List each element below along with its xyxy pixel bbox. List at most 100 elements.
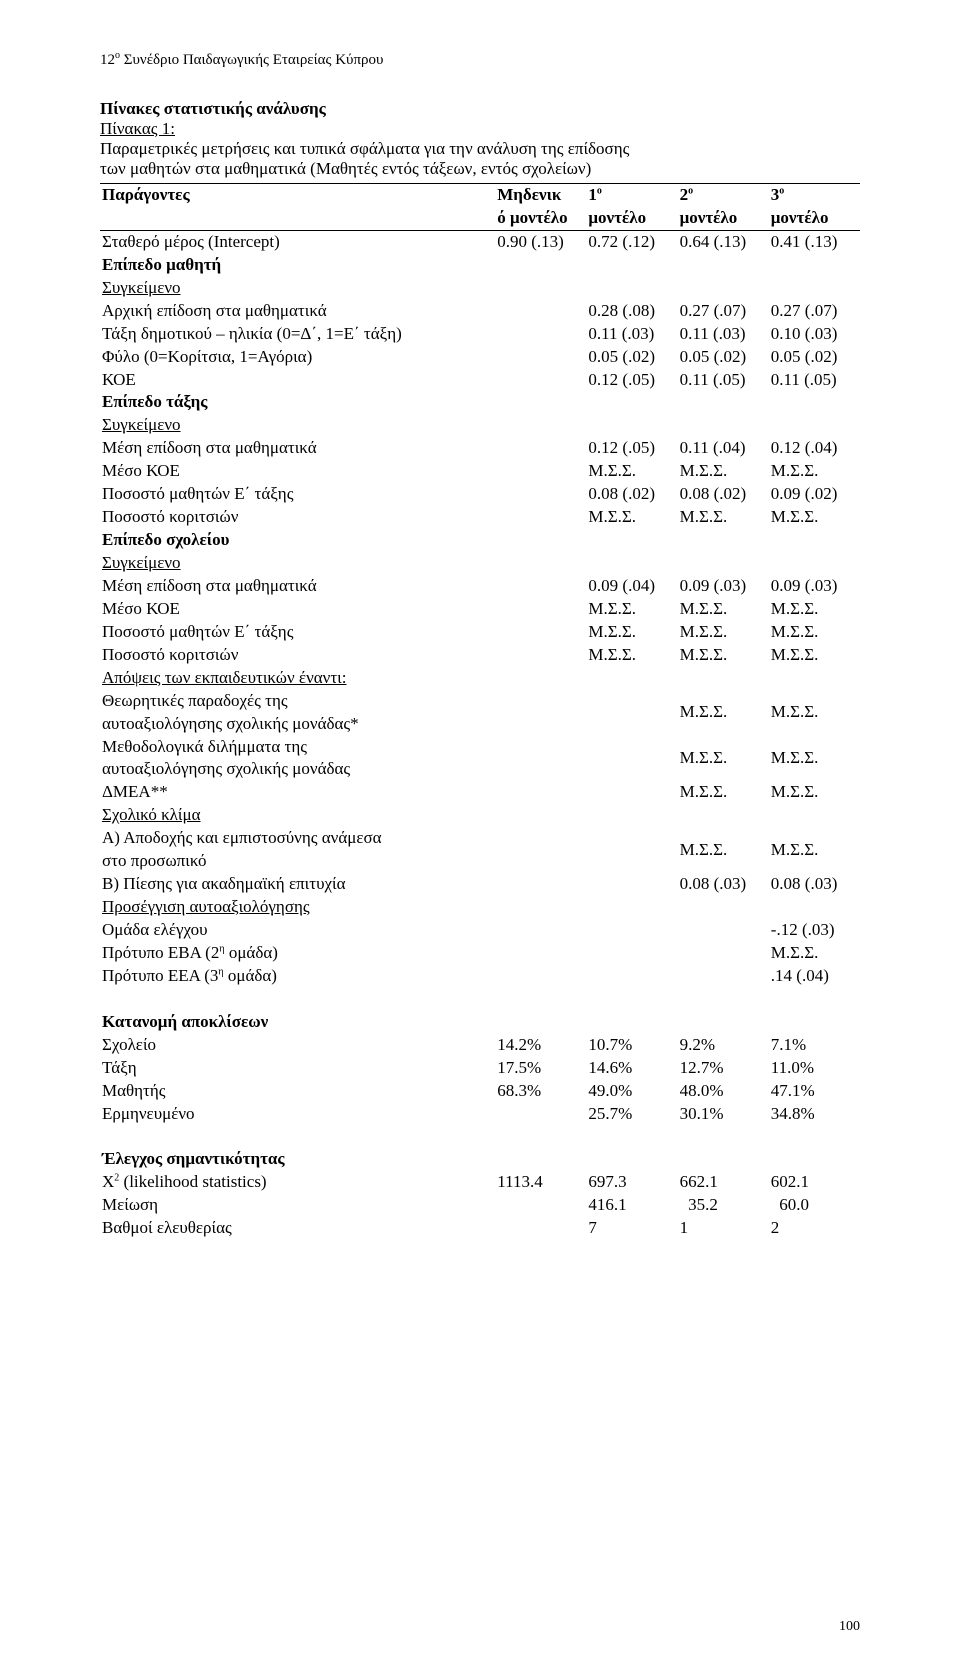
cell: 11.0% [769,1057,860,1080]
row-koe: ΚΟΕ 0.12 (.05) 0.11 (.05) 0.11 (.05) [100,369,860,392]
intro-block: Πίνακες στατιστικής ανάλυσης Πίνακας 1: … [100,99,860,179]
row-school-level: Επίπεδο σχολείου [100,529,860,552]
cell: 2 [769,1217,860,1240]
spacer [100,988,860,1011]
cell: 662.1 [678,1171,769,1194]
cell: 0.41 (.13) [769,230,860,253]
header-m1-l1: 1ο [586,184,677,207]
cell: Μ.Σ.Σ. [586,621,677,644]
cell: 12.7% [678,1057,769,1080]
label: Ποσοστό κοριτσιών [100,506,495,529]
label: Τάξη δημοτικού – ηλικία (0=Δ΄, 1=Ε΄ τάξη… [100,323,495,346]
cell: 0.12 (.05) [586,369,677,392]
label: Α) Αποδοχής και εμπιστοσύνης ανάμεσα στο… [100,827,495,873]
table-label-underlined: Πίνακας 1: [100,119,175,138]
label: Μέσο ΚΟΕ [100,598,495,621]
desc-line-1: Παραμετρικές μετρήσεις και τυπικά σφάλμα… [100,139,860,159]
row-chi: Χ2 (likelihood statistics) 1113.4 697.3 … [100,1171,860,1194]
cell: 0.64 (.13) [678,230,769,253]
header-m3-l2: μοντέλο [769,207,860,230]
header-m3-l1: 3ο [769,184,860,207]
header-m2-l2: μοντέλο [678,207,769,230]
row-eba: Πρότυπο ΕΒΑ (2η ομάδα) Μ.Σ.Σ. [100,942,860,965]
cell: 17.5% [495,1057,586,1080]
row-methodological: Μεθοδολογικά διλήμματα της αυτοαξιολόγησ… [100,736,860,782]
label: Πρότυπο ΕΒΑ (2η ομάδα) [100,942,495,965]
cell: Μ.Σ.Σ. [769,644,860,667]
table-label: Πίνακας 1: [100,119,860,139]
row-sygkeimeno-1: Συγκείμενο [100,277,860,300]
cell: 602.1 [769,1171,860,1194]
cell: 48.0% [678,1080,769,1103]
row-control-group: Ομάδα ελέγχου -.12 (.03) [100,919,860,942]
school-climate-label: Σχολικό κλίμα [102,805,201,824]
label: ΚΟΕ [100,369,495,392]
cell: 30.1% [678,1103,769,1126]
label: Μέση επίδοση στα μαθηματικά [100,575,495,598]
cell: 0.09 (.04) [586,575,677,598]
cell: 0.05 (.02) [678,346,769,369]
significance-title: Έλεγχος σημαντικότητας [102,1149,285,1168]
cell: 35.2 [678,1194,769,1217]
cell: 0.12 (.05) [586,437,677,460]
label: Ερμηνευμένο [100,1103,495,1126]
label: Φύλο (0=Κορίτσια, 1=Αγόρια) [100,346,495,369]
cell: 7.1% [769,1034,860,1057]
cell: Μ.Σ.Σ. [586,598,677,621]
label: Χ2 (likelihood statistics) [100,1171,495,1194]
sygkeimeno-label: Συγκείμενο [102,278,181,297]
row-school-pct-girls: Ποσοστό κοριτσιών Μ.Σ.Σ. Μ.Σ.Σ. Μ.Σ.Σ. [100,644,860,667]
cell: 7 [586,1217,677,1240]
class-level-label: Επίπεδο τάξης [102,392,207,411]
teachers-views-label: Απόψεις των εκπαιδευτικών έναντι: [102,668,346,687]
student-level-label: Επίπεδο μαθητή [102,255,221,274]
cell: Μ.Σ.Σ. [678,460,769,483]
label: Ποσοστό κοριτσιών [100,644,495,667]
cell: 47.1% [769,1080,860,1103]
cell: Μ.Σ.Σ. [678,598,769,621]
cell: 25.7% [586,1103,677,1126]
row-class-pct-e: Ποσοστό μαθητών Ε΄ τάξης 0.08 (.02) 0.08… [100,483,860,506]
row-pressure: Β) Πίεσης για ακαδημαϊκή επιτυχία 0.08 (… [100,873,860,896]
label: Σχολείο [100,1034,495,1057]
cell: 0.08 (.03) [769,873,860,896]
row-var-student: Μαθητής 68.3% 49.0% 48.0% 47.1% [100,1080,860,1103]
row-var-explained: Ερμηνευμένο 25.7% 30.1% 34.8% [100,1103,860,1126]
cell: 0.11 (.05) [769,369,860,392]
variance-title: Κατανομή αποκλίσεων [102,1012,268,1031]
cell: Μ.Σ.Σ. [678,506,769,529]
label: Μαθητής [100,1080,495,1103]
row-var-class: Τάξη 17.5% 14.6% 12.7% 11.0% [100,1057,860,1080]
cell: 0.11 (.04) [678,437,769,460]
cell: Μ.Σ.Σ. [678,690,769,736]
cell: Μ.Σ.Σ. [769,827,860,873]
cell: 0.10 (.03) [769,323,860,346]
row-var-school: Σχολείο 14.2% 10.7% 9.2% 7.1% [100,1034,860,1057]
row-sygkeimeno-2: Συγκείμενο [100,414,860,437]
cell: 416.1 [586,1194,677,1217]
conf-prefix: 12 [100,52,115,68]
cell: 68.3% [495,1080,586,1103]
label: Μεθοδολογικά διλήμματα της αυτοαξιολόγησ… [100,736,495,782]
label: Θεωρητικές παραδοχές της αυτοαξιολόγησης… [100,690,495,736]
cell: 0.05 (.02) [769,346,860,369]
cell: 1 [678,1217,769,1240]
cell: Μ.Σ.Σ. [678,781,769,804]
cell: 0.09 (.03) [769,575,860,598]
row-sig-title: Έλεγχος σημαντικότητας [100,1148,860,1171]
cell: 49.0% [586,1080,677,1103]
header-null-l2: ό μοντέλο [495,207,586,230]
cell: 34.8% [769,1103,860,1126]
row-class-mean-koe: Μέσο ΚΟΕ Μ.Σ.Σ. Μ.Σ.Σ. Μ.Σ.Σ. [100,460,860,483]
header-factors: Παράγοντες [100,184,495,231]
cell: 0.90 (.13) [495,230,586,253]
header-null-l1: Μηδενικ [495,184,586,207]
cell: Μ.Σ.Σ. [586,460,677,483]
header-m2-l1: 2ο [678,184,769,207]
sygkeimeno-label: Συγκείμενο [102,553,181,572]
row-theoretical: Θεωρητικές παραδοχές της αυτοαξιολόγησης… [100,690,860,736]
cell: 9.2% [678,1034,769,1057]
row-sex: Φύλο (0=Κορίτσια, 1=Αγόρια) 0.05 (.02) 0… [100,346,860,369]
row-school-pct-e: Ποσοστό μαθητών Ε΄ τάξης Μ.Σ.Σ. Μ.Σ.Σ. Μ… [100,621,860,644]
conference-header: 12ο Συνέδριο Παιδαγωγικής Εταιρείας Κύπρ… [100,50,860,69]
